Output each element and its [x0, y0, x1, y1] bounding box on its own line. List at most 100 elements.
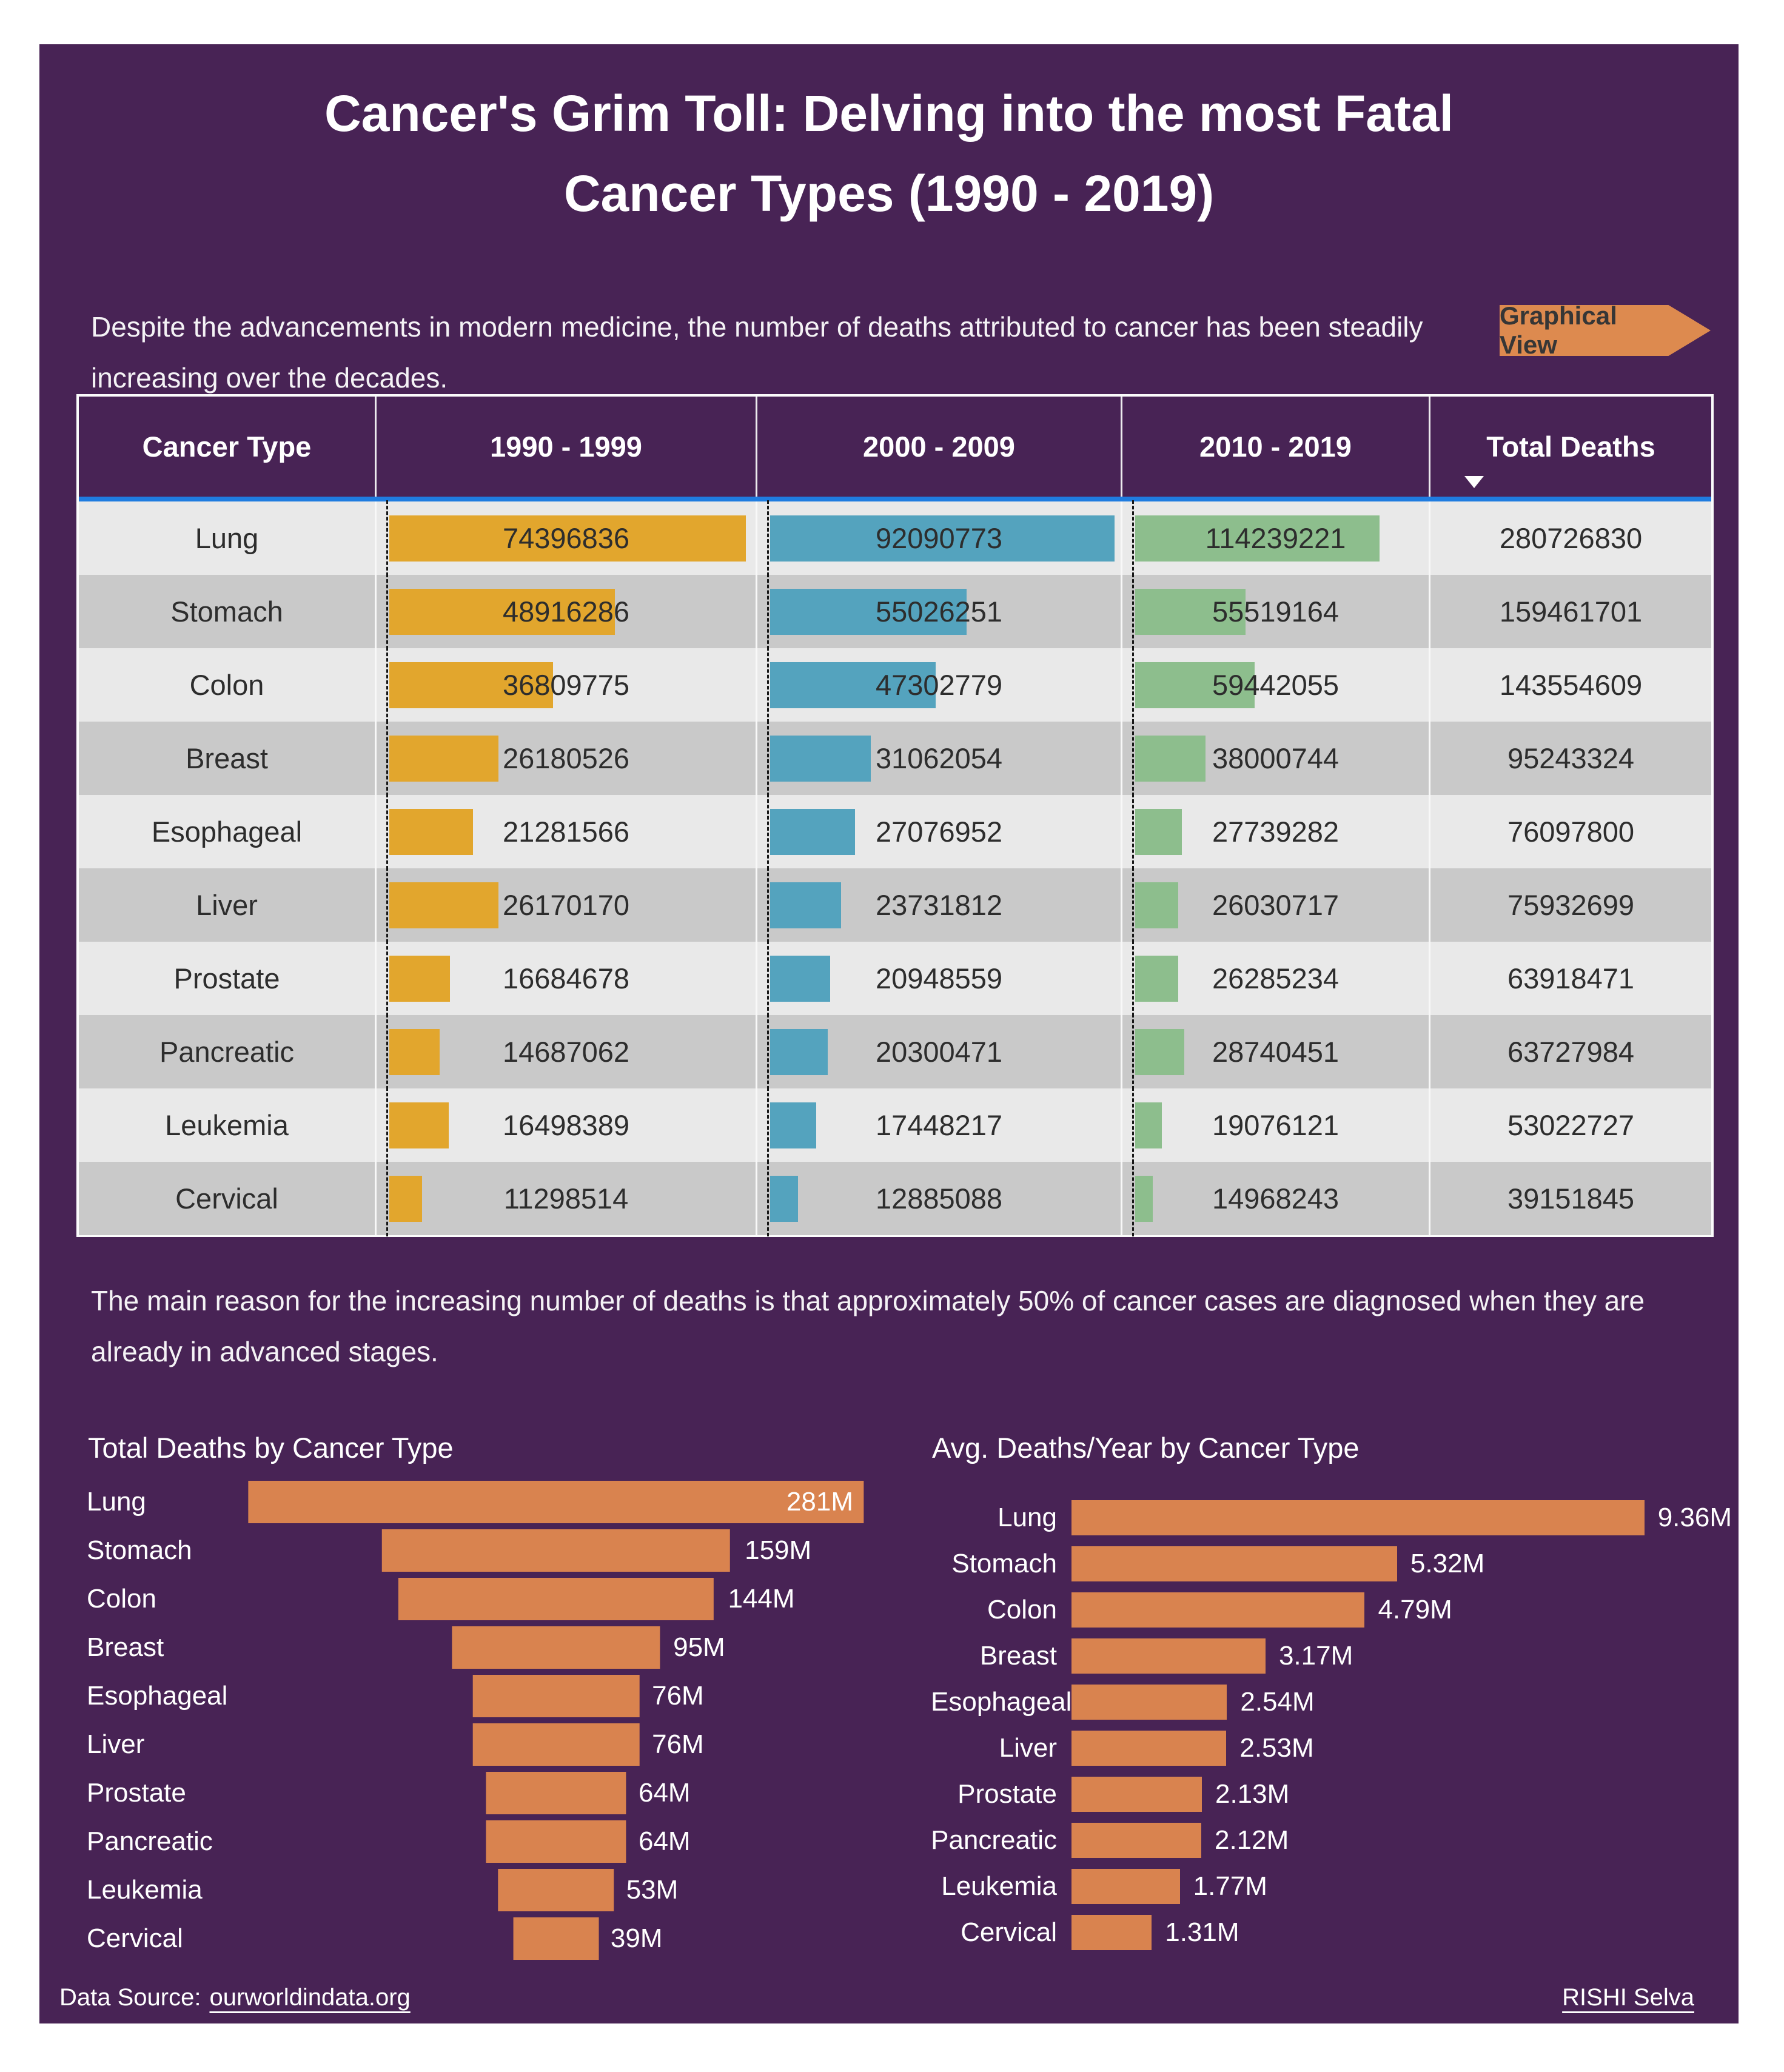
data-bar[interactable]: [389, 662, 553, 708]
row-label: Cervical: [175, 1182, 278, 1215]
data-bar[interactable]: [770, 1028, 828, 1075]
data-bar[interactable]: [770, 588, 967, 635]
data-bar[interactable]: [1135, 955, 1178, 1002]
funnel-bar[interactable]: [398, 1578, 714, 1620]
data-bar[interactable]: [1135, 808, 1182, 855]
decade-cell: 92090773: [756, 500, 1121, 576]
data-bar[interactable]: [1071, 1869, 1180, 1904]
data-bar[interactable]: [770, 882, 841, 928]
data-bar[interactable]: [389, 808, 473, 855]
data-bar[interactable]: [1135, 1175, 1153, 1222]
data-bar[interactable]: [389, 1028, 440, 1075]
data-bar[interactable]: [1135, 515, 1380, 562]
table-row-stomach[interactable]: Stomach 48916286 55026251 55519164 159461701: [79, 574, 1711, 649]
graphical-view-button[interactable]: Graphical View: [1500, 305, 1711, 356]
data-bar[interactable]: [1071, 1915, 1152, 1950]
cell-value: 16684678: [502, 962, 630, 994]
data-bar[interactable]: [770, 515, 1115, 562]
table-row-esophageal[interactable]: Esophageal 21281566 27076952 27739282 760978…: [79, 794, 1711, 870]
data-bar[interactable]: [389, 1175, 422, 1222]
funnel-row-colon: Colon 144M: [87, 1575, 870, 1623]
funnel-bar[interactable]: [248, 1481, 864, 1523]
data-bar[interactable]: [770, 662, 936, 708]
data-bar[interactable]: [1071, 1777, 1202, 1812]
funnel-row-breast: Breast 95M: [87, 1623, 870, 1672]
data-bar[interactable]: [389, 882, 498, 928]
data-source-link[interactable]: ourworldindata.org: [209, 1984, 411, 2011]
data-bar[interactable]: [389, 955, 450, 1002]
data-bar[interactable]: [1071, 1823, 1201, 1858]
header-underline: [79, 497, 1711, 501]
column-header-cancer-type[interactable]: Cancer Type: [79, 397, 375, 497]
decade-cell: 27076952: [756, 794, 1121, 870]
table-row-prostate[interactable]: Prostate 16684678 20948559 26285234 63918471: [79, 940, 1711, 1016]
funnel-bar-area: 95M: [242, 1626, 870, 1669]
data-bar[interactable]: [1071, 1592, 1365, 1628]
data-bar[interactable]: [1135, 735, 1206, 782]
value-label: 2.12M: [1214, 1825, 1289, 1855]
table-row-liver[interactable]: Liver 26170170 23731812 26030717 75932699: [79, 867, 1711, 943]
funnel-row-leukemia: Leukemia 53M: [87, 1866, 870, 1914]
author-link[interactable]: RISHI Selva: [1562, 1984, 1694, 2011]
bar-row-liver: Liver 2.53M: [931, 1725, 1749, 1771]
data-bar[interactable]: [389, 1102, 449, 1148]
row-label: Breast: [186, 742, 268, 774]
data-bar[interactable]: [1071, 1731, 1227, 1766]
column-header-2000-2009[interactable]: 2000 - 2009: [756, 397, 1121, 497]
category-label: Liver: [999, 1733, 1057, 1763]
funnel-bar[interactable]: [452, 1626, 660, 1669]
data-bar[interactable]: [770, 735, 871, 782]
total-value: 76097800: [1429, 795, 1711, 868]
decade-cell: 38000744: [1121, 720, 1429, 796]
data-bar[interactable]: [1071, 1638, 1266, 1674]
table-row-pancreatic[interactable]: Pancreatic 14687062 20300471 28740451 637279…: [79, 1014, 1711, 1090]
decade-cell: 12885088: [756, 1161, 1121, 1236]
table-row-lung[interactable]: Lung 74396836 92090773 114239221 280726830: [79, 500, 1711, 576]
data-bar[interactable]: [389, 515, 746, 562]
funnel-bar-area: 39M: [242, 1917, 870, 1960]
table-row-cervical[interactable]: Cervical 11298514 12885088 14968243 39151845: [79, 1161, 1711, 1236]
funnel-bar[interactable]: [513, 1917, 599, 1960]
funnel-bar[interactable]: [486, 1820, 626, 1863]
data-bar[interactable]: [1135, 1102, 1162, 1148]
category-label: Breast: [87, 1632, 164, 1662]
bar-row-cervical: Cervical 1.31M: [931, 1909, 1749, 1956]
total-value: 63727984: [1429, 1015, 1711, 1088]
funnel-bar[interactable]: [486, 1772, 626, 1814]
data-bar[interactable]: [1071, 1685, 1227, 1720]
funnel-bar[interactable]: [498, 1869, 614, 1911]
data-bar[interactable]: [1135, 882, 1178, 928]
funnel-bar[interactable]: [381, 1529, 731, 1572]
funnel-bar[interactable]: [472, 1723, 640, 1766]
table-row-colon[interactable]: Colon 36809775 47302779 59442055 143554609: [79, 647, 1711, 723]
data-bar[interactable]: [389, 588, 615, 635]
data-bar[interactable]: [1135, 1028, 1184, 1075]
data-bar[interactable]: [1071, 1500, 1645, 1535]
decade-cell: 26170170: [375, 867, 756, 943]
table-row-breast[interactable]: Breast 26180526 31062054 38000744 95243324: [79, 720, 1711, 796]
data-bar[interactable]: [1135, 588, 1246, 635]
category-label: Prostate: [87, 1778, 186, 1808]
cell-value: 48916286: [502, 595, 630, 628]
column-header-2010-2019[interactable]: 2010 - 2019: [1121, 397, 1429, 497]
data-bar[interactable]: [770, 955, 830, 1002]
column-header-1990-1999[interactable]: 1990 - 1999: [375, 397, 756, 497]
cell-value: 26180526: [502, 742, 630, 774]
data-bar[interactable]: [1071, 1546, 1397, 1581]
cell-value: 26285234: [1212, 962, 1340, 994]
data-bar[interactable]: [389, 735, 498, 782]
funnel-bar[interactable]: [472, 1675, 640, 1717]
column-header-total-deaths[interactable]: Total Deaths: [1429, 397, 1711, 497]
cell-value: 12885088: [875, 1182, 1003, 1215]
data-bar[interactable]: [770, 808, 855, 855]
data-bar[interactable]: [770, 1175, 798, 1222]
column-header-label: Cancer Type: [142, 431, 312, 463]
table-row-leukemia[interactable]: Leukemia 16498389 17448217 19076121 53022727: [79, 1087, 1711, 1163]
data-bar[interactable]: [770, 1102, 816, 1148]
row-label: Prostate: [173, 962, 280, 994]
decade-cell: 26030717: [1121, 867, 1429, 943]
bar-row-lung: Lung 9.36M: [931, 1495, 1749, 1541]
total-value: 95243324: [1429, 722, 1711, 795]
value-label: 4.79M: [1378, 1595, 1452, 1624]
data-bar[interactable]: [1135, 662, 1255, 708]
